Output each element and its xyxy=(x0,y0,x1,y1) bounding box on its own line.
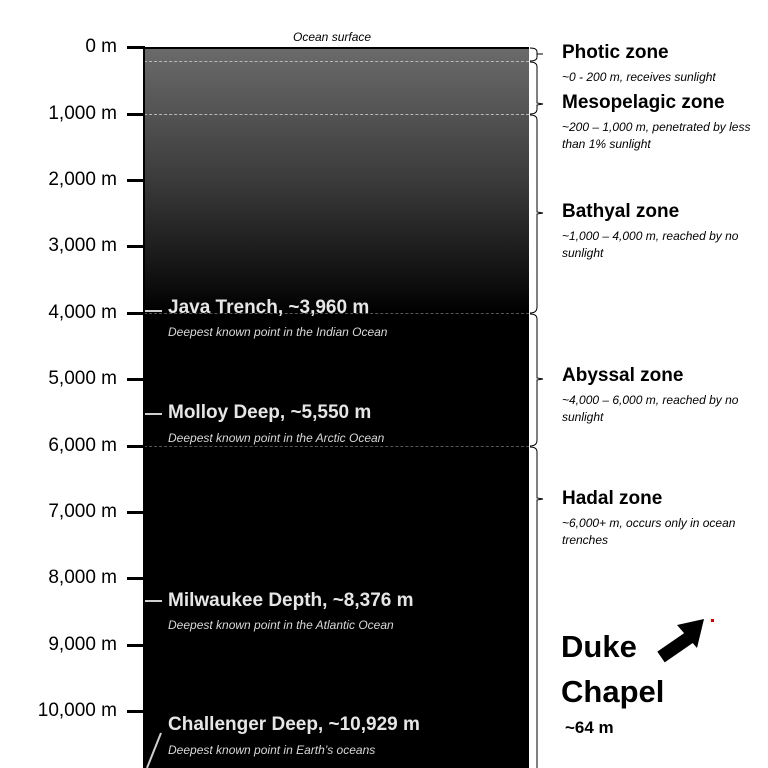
depth-tick xyxy=(127,710,145,713)
mesopelagic-zone-description: ~200 – 1,000 m, penetrated by less than … xyxy=(562,120,751,151)
duke-chapel-height: ~64 m xyxy=(565,718,614,737)
depth-tick xyxy=(127,179,145,182)
abyssal-zone-bracket xyxy=(529,313,544,447)
mesopelagic-boundary-line xyxy=(144,114,529,115)
depth-label: 7,000 m xyxy=(48,501,117,522)
depth-label: 3,000 m xyxy=(48,235,117,256)
abyssal-zone-description: ~4,000 – 6,000 m, reached by no sunlight xyxy=(562,393,739,424)
photic-zone-title: Photic zone xyxy=(562,42,669,63)
challenger-deep-title: Challenger Deep, ~10,929 m xyxy=(168,714,420,735)
bathyal-boundary-line xyxy=(144,313,529,314)
photic-boundary-line xyxy=(144,61,529,62)
photic-zone-bracket xyxy=(529,47,543,62)
depth-label: 4,000 m xyxy=(48,302,117,323)
depth-label: 2,000 m xyxy=(48,169,117,190)
depth-tick xyxy=(127,245,145,248)
depth-tick xyxy=(127,46,145,49)
depth-label: 6,000 m xyxy=(48,435,117,456)
depth-tick xyxy=(127,378,145,381)
depth-label: 8,000 m xyxy=(48,567,117,588)
depth-tick xyxy=(127,644,145,647)
java-trench-description: Deepest known point in the Indian Ocean xyxy=(168,325,388,339)
hadal-zone-bracket xyxy=(529,446,544,768)
challenger-deep-description: Deepest known point in Earth’s oceans xyxy=(168,743,376,757)
depth-tick xyxy=(127,577,145,580)
milwaukee-depth-description: Deepest known point in the Atlantic Ocea… xyxy=(168,618,394,632)
depth-label: 5,000 m xyxy=(48,368,117,389)
challenger-deep-marker xyxy=(146,732,162,768)
depth-tick xyxy=(127,312,145,315)
molloy-deep-title: Molloy Deep, ~5,550 m xyxy=(168,402,372,423)
water-column xyxy=(144,47,529,768)
abyssal-zone-title: Abyssal zone xyxy=(562,365,684,386)
duke-chapel-title-line1: Duke xyxy=(561,629,637,664)
duke-chapel-scale-dot xyxy=(711,619,714,622)
milwaukee-depth-title: Milwaukee Depth, ~8,376 m xyxy=(168,590,414,611)
depth-label: 10,000 m xyxy=(37,700,117,721)
depth-label: 1,000 m xyxy=(48,103,117,124)
photic-zone-description: ~0 - 200 m, receives sunlight xyxy=(562,70,716,84)
depth-tick xyxy=(127,511,145,514)
depth-tick xyxy=(127,113,145,116)
depth-label: 9,000 m xyxy=(48,634,117,655)
java-trench-marker xyxy=(145,310,162,312)
abyssal-boundary-line xyxy=(144,446,529,447)
hadal-zone-title: Hadal zone xyxy=(562,488,663,509)
ocean-surface-line xyxy=(144,47,529,49)
duke-chapel-title-line2: Chapel xyxy=(561,674,665,709)
milwaukee-depth-marker xyxy=(145,600,162,602)
java-trench-title: Java Trench, ~3,960 m xyxy=(168,297,370,318)
molloy-deep-description: Deepest known point in the Arctic Ocean xyxy=(168,431,385,445)
depth-tick xyxy=(127,445,145,448)
bathyal-zone-title: Bathyal zone xyxy=(562,201,680,222)
arrow-icon xyxy=(657,619,704,663)
mesopelagic-zone-title: Mesopelagic zone xyxy=(562,92,725,113)
bathyal-zone-bracket xyxy=(529,114,544,314)
bathyal-zone-description: ~1,000 – 4,000 m, reached by no sunlight xyxy=(562,229,739,260)
molloy-deep-marker xyxy=(145,413,162,415)
depth-label: 0 m xyxy=(85,36,117,57)
depth-axis xyxy=(143,47,145,768)
mesopelagic-zone-bracket xyxy=(529,61,544,115)
ocean-surface-label: Ocean surface xyxy=(293,30,372,44)
hadal-zone-description: ~6,000+ m, occurs only in ocean trenches xyxy=(562,516,736,547)
